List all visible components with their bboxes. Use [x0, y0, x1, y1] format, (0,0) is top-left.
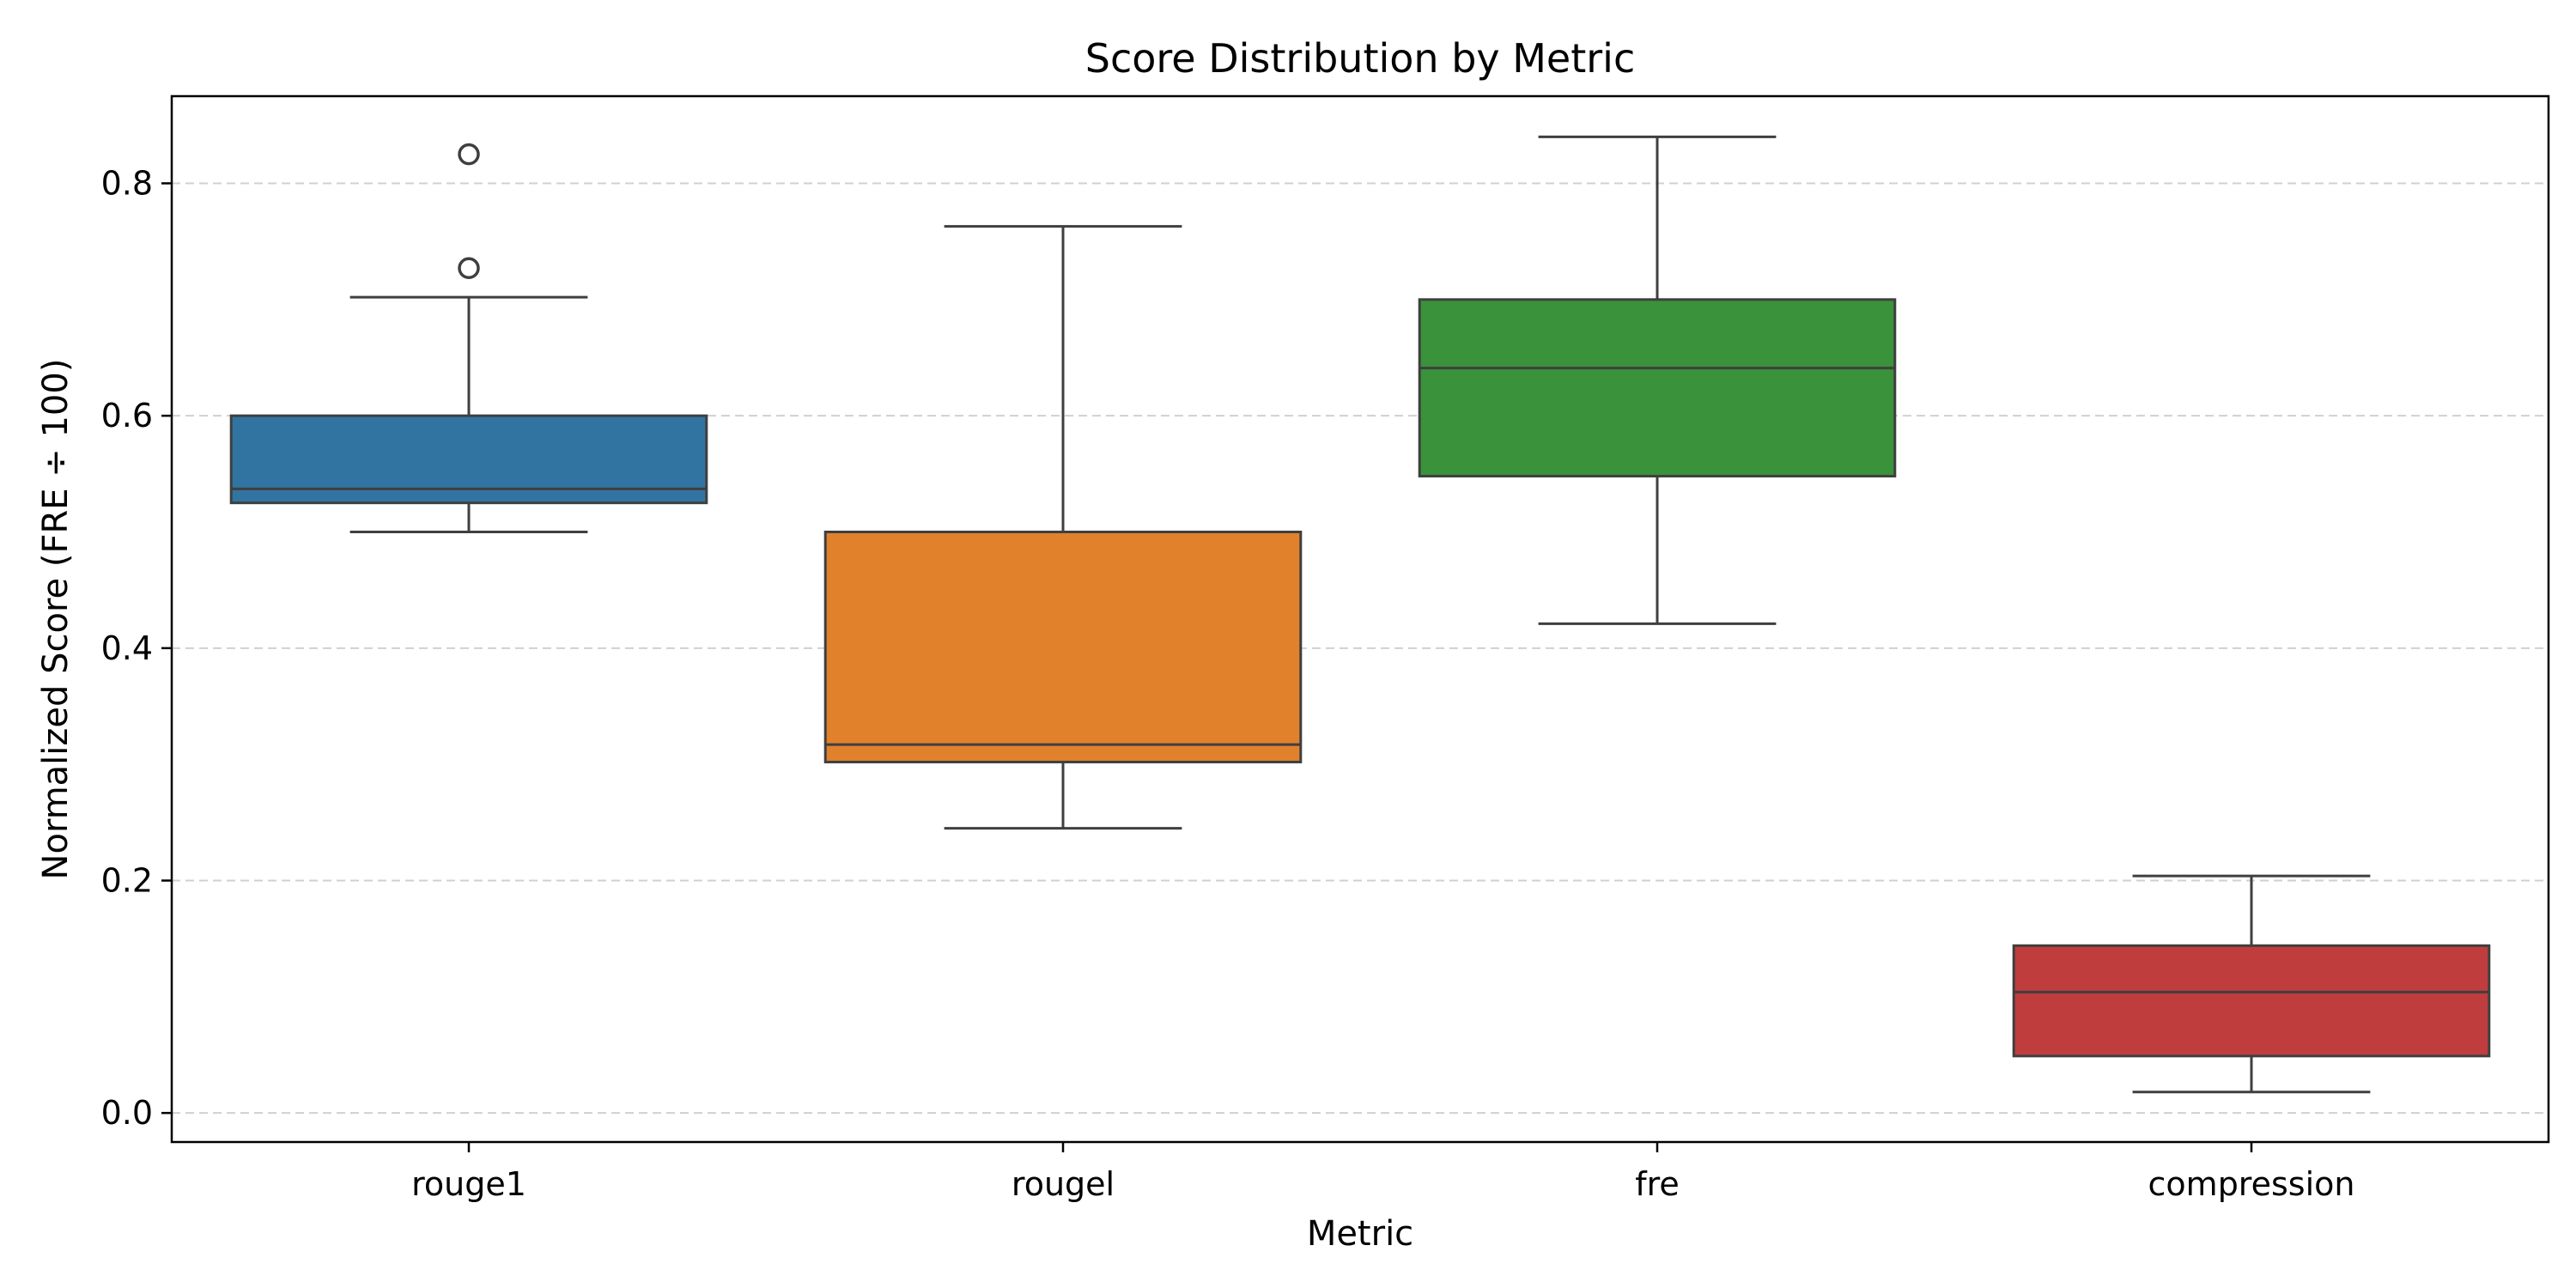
x-tick-label: rougel [1012, 1165, 1115, 1203]
x-tick-label: fre [1635, 1165, 1680, 1203]
y-tick-label: 0.8 [101, 165, 153, 203]
gridlines [172, 182, 2549, 1115]
outlier-point [458, 257, 480, 280]
y-tick-label: 0.2 [101, 862, 153, 900]
y-tick-label: 0.4 [101, 629, 153, 667]
y-axis: 0.0 0.2 0.4 0.6 0.8 [101, 165, 172, 1132]
iqr-box [2012, 944, 2491, 1058]
box-rouge1 [229, 143, 708, 533]
y-axis-label: Normalized Score (FRE ÷ 100) [36, 359, 76, 880]
x-axis: rouge1 rougel fre compression [411, 1142, 2354, 1203]
x-tick-label: rouge1 [411, 1165, 526, 1203]
y-tick-label: 0.0 [101, 1094, 153, 1132]
chart-title: Score Distribution by Metric [1085, 35, 1636, 82]
box-rougel [823, 225, 1303, 830]
iqr-box [1418, 298, 1897, 478]
x-axis-label: Metric [1307, 1214, 1413, 1254]
boxes-group [229, 135, 2491, 1094]
iqr-box [823, 531, 1303, 763]
y-tick-label: 0.6 [101, 397, 153, 434]
plot-frame [170, 94, 2550, 1144]
outlier-point [458, 143, 480, 166]
x-tick-label: compression [2148, 1165, 2355, 1203]
box-compression [2012, 874, 2491, 1094]
box-fre [1418, 135, 1897, 625]
